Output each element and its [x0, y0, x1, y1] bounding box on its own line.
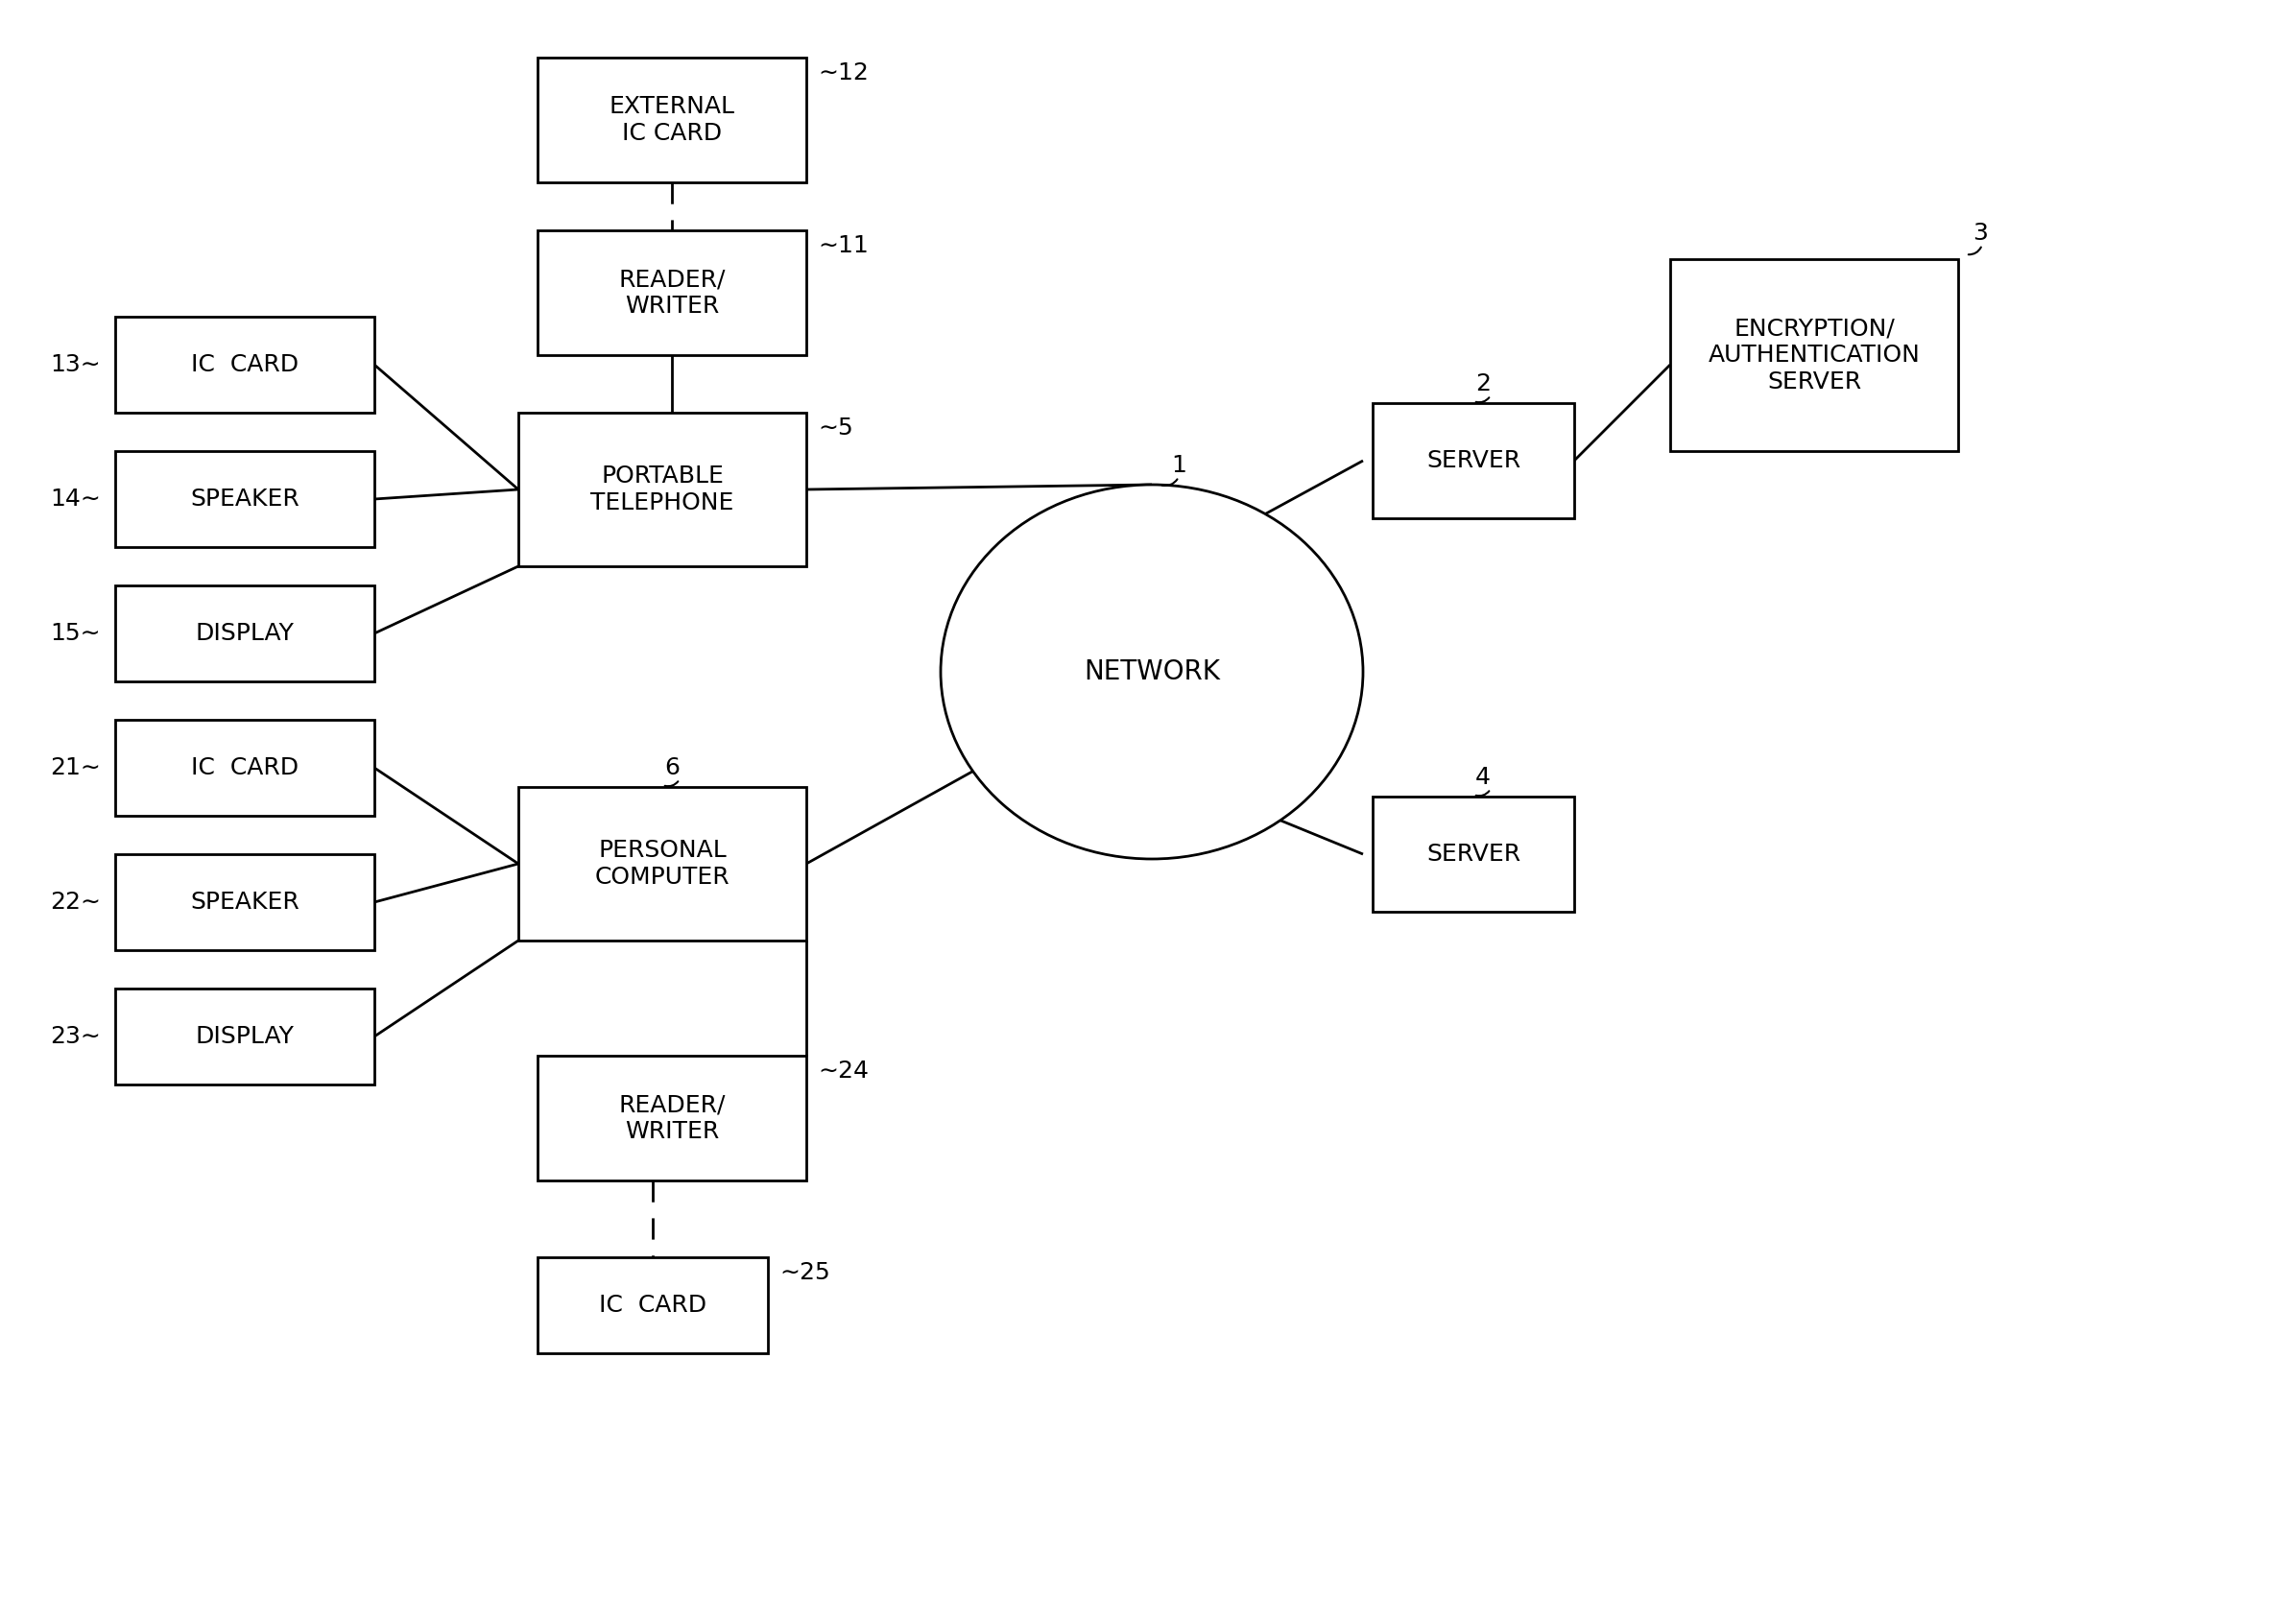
Bar — [537, 57, 806, 182]
Text: IC  CARD: IC CARD — [599, 1294, 707, 1318]
Text: 23∼: 23∼ — [51, 1025, 101, 1048]
Bar — [115, 720, 374, 816]
Text: DISPLAY: DISPLAY — [195, 1025, 294, 1048]
Text: 1: 1 — [1171, 454, 1187, 478]
Text: SPEAKER: SPEAKER — [191, 891, 298, 913]
Text: PERSONAL
COMPUTER: PERSONAL COMPUTER — [595, 838, 730, 888]
Text: 22∼: 22∼ — [51, 891, 101, 913]
Text: SERVER: SERVER — [1426, 449, 1520, 473]
Text: 6: 6 — [664, 757, 680, 779]
Text: ENCRYPTION/
AUTHENTICATION
SERVER: ENCRYPTION/ AUTHENTICATION SERVER — [1708, 316, 1919, 393]
Bar — [115, 450, 374, 548]
Text: 4: 4 — [1476, 767, 1490, 789]
Bar — [519, 787, 806, 941]
Text: READER/
WRITER: READER/ WRITER — [618, 268, 726, 318]
Ellipse shape — [941, 484, 1364, 859]
Text: ∼5: ∼5 — [817, 417, 854, 439]
Bar — [115, 316, 374, 412]
Text: ∼24: ∼24 — [817, 1059, 868, 1083]
Text: 2: 2 — [1476, 372, 1490, 396]
Text: 14∼: 14∼ — [51, 487, 101, 511]
Bar — [537, 230, 806, 355]
Text: NETWORK: NETWORK — [1084, 658, 1219, 685]
Text: PORTABLE
TELEPHONE: PORTABLE TELEPHONE — [590, 465, 735, 514]
Bar — [115, 989, 374, 1084]
Bar — [1669, 259, 1958, 450]
Text: DISPLAY: DISPLAY — [195, 621, 294, 645]
Text: READER/
WRITER: READER/ WRITER — [618, 1094, 726, 1143]
Text: ∼11: ∼11 — [817, 235, 868, 257]
Text: ∼12: ∼12 — [817, 61, 868, 85]
Text: 13∼: 13∼ — [51, 353, 101, 377]
Text: 3: 3 — [1972, 222, 1988, 244]
Text: 15∼: 15∼ — [51, 621, 101, 645]
Bar — [519, 412, 806, 567]
Text: 21∼: 21∼ — [51, 757, 101, 779]
Bar — [1373, 402, 1575, 519]
Text: IC  CARD: IC CARD — [191, 353, 298, 377]
Bar — [537, 1056, 806, 1180]
Text: ∼25: ∼25 — [778, 1262, 831, 1284]
Text: IC  CARD: IC CARD — [191, 757, 298, 779]
Text: SERVER: SERVER — [1426, 843, 1520, 866]
Bar — [115, 854, 374, 950]
Bar — [537, 1257, 767, 1353]
Text: EXTERNAL
IC CARD: EXTERNAL IC CARD — [608, 96, 735, 145]
Bar — [115, 586, 374, 682]
Text: SPEAKER: SPEAKER — [191, 487, 298, 511]
Bar — [1373, 797, 1575, 912]
